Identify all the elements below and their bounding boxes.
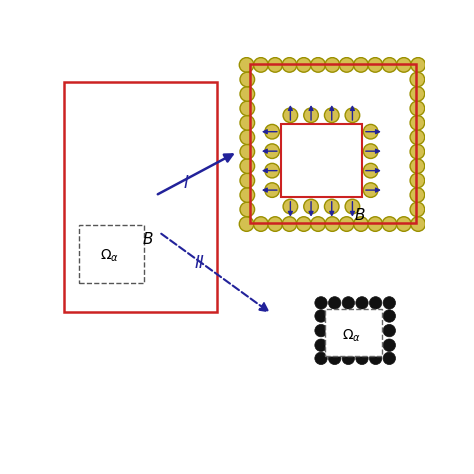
Circle shape — [240, 173, 255, 188]
Circle shape — [397, 217, 411, 231]
Circle shape — [383, 297, 395, 309]
Circle shape — [410, 101, 425, 116]
Circle shape — [265, 144, 279, 158]
Circle shape — [268, 217, 283, 231]
Circle shape — [354, 217, 368, 231]
Circle shape — [410, 188, 425, 202]
Circle shape — [265, 183, 279, 197]
Circle shape — [240, 101, 255, 116]
Circle shape — [240, 87, 255, 101]
Circle shape — [324, 199, 339, 214]
Circle shape — [240, 202, 255, 217]
Circle shape — [265, 124, 279, 139]
Circle shape — [364, 183, 378, 197]
Circle shape — [324, 108, 339, 123]
Circle shape — [411, 217, 425, 231]
Circle shape — [410, 72, 425, 87]
Circle shape — [383, 352, 395, 365]
Circle shape — [410, 87, 425, 101]
Circle shape — [342, 297, 355, 309]
Circle shape — [240, 159, 255, 173]
Circle shape — [383, 310, 395, 322]
Circle shape — [240, 188, 255, 202]
Circle shape — [368, 217, 383, 231]
Circle shape — [364, 144, 378, 158]
Circle shape — [328, 352, 341, 365]
Circle shape — [342, 352, 355, 365]
Circle shape — [410, 159, 425, 173]
Circle shape — [315, 339, 327, 351]
Circle shape — [315, 324, 327, 337]
Circle shape — [410, 145, 425, 159]
Circle shape — [254, 217, 268, 231]
Circle shape — [369, 352, 382, 365]
Circle shape — [240, 72, 255, 87]
Bar — [79, 225, 145, 283]
Bar — [325, 309, 382, 356]
Circle shape — [240, 130, 255, 145]
Circle shape — [239, 217, 254, 231]
Circle shape — [397, 58, 411, 72]
Circle shape — [382, 217, 397, 231]
Circle shape — [345, 199, 360, 214]
Circle shape — [382, 58, 397, 72]
Circle shape — [364, 124, 378, 139]
Circle shape — [304, 108, 319, 123]
Circle shape — [411, 58, 425, 72]
Circle shape — [304, 199, 319, 214]
Circle shape — [240, 116, 255, 130]
Circle shape — [315, 310, 327, 322]
Circle shape — [268, 58, 283, 72]
Circle shape — [296, 217, 311, 231]
Text: I: I — [184, 174, 189, 192]
Circle shape — [283, 108, 298, 123]
Bar — [281, 124, 362, 197]
Circle shape — [345, 108, 360, 123]
Circle shape — [283, 199, 298, 214]
Circle shape — [296, 58, 311, 72]
Text: $\Omega_\alpha$: $\Omega_\alpha$ — [342, 327, 361, 344]
Circle shape — [265, 164, 279, 178]
Text: B: B — [355, 208, 365, 223]
Text: II: II — [194, 254, 204, 272]
Circle shape — [368, 58, 383, 72]
Circle shape — [311, 217, 325, 231]
Circle shape — [315, 352, 327, 365]
Circle shape — [282, 217, 297, 231]
Bar — [250, 64, 416, 223]
Circle shape — [339, 217, 354, 231]
Circle shape — [364, 164, 378, 178]
Circle shape — [315, 297, 327, 309]
Text: $\Omega_\alpha$: $\Omega_\alpha$ — [100, 247, 119, 264]
Circle shape — [339, 58, 354, 72]
Circle shape — [410, 202, 425, 217]
Circle shape — [328, 297, 341, 309]
Circle shape — [383, 339, 395, 351]
Circle shape — [410, 116, 425, 130]
Circle shape — [354, 58, 368, 72]
Circle shape — [282, 58, 297, 72]
Bar — [64, 82, 218, 312]
Circle shape — [239, 58, 254, 72]
Circle shape — [410, 130, 425, 145]
Text: B: B — [143, 232, 153, 247]
Circle shape — [410, 173, 425, 188]
Circle shape — [369, 297, 382, 309]
Circle shape — [383, 324, 395, 337]
Circle shape — [356, 352, 368, 365]
Circle shape — [240, 145, 255, 159]
Circle shape — [254, 58, 268, 72]
Circle shape — [325, 58, 340, 72]
Circle shape — [311, 58, 325, 72]
Circle shape — [325, 217, 340, 231]
Circle shape — [356, 297, 368, 309]
